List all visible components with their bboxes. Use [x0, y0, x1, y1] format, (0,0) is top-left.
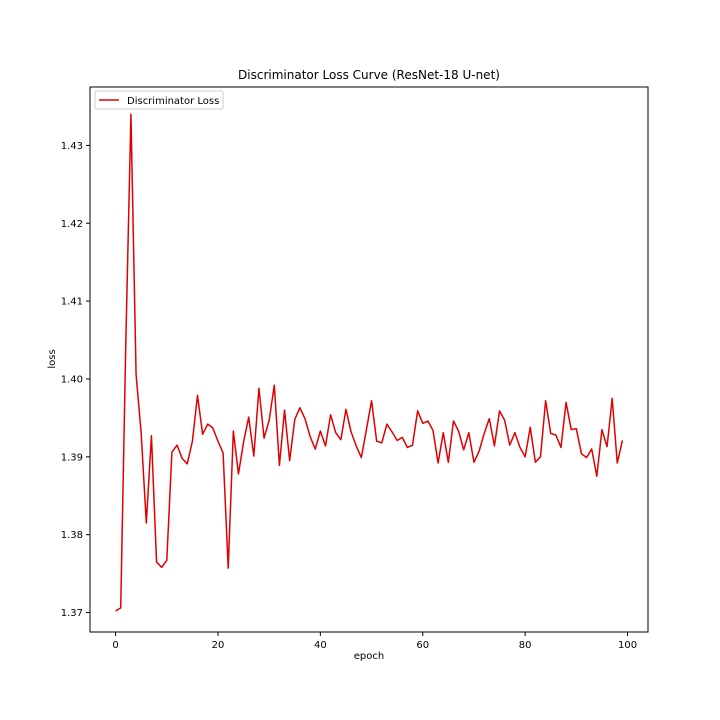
y-axis: 1.37 1.38 1.39 1.40 1.41 1.42 1.43 — [61, 141, 90, 619]
x-tick-label: 100 — [618, 640, 637, 651]
y-tick-label: 1.41 — [61, 297, 83, 308]
legend-box — [94, 90, 224, 110]
series-line-discriminator-loss — [115, 113, 624, 612]
x-tick-label: 0 — [112, 640, 118, 651]
y-tick-label: 1.40 — [61, 374, 83, 385]
x-axis-label: epoch — [354, 651, 384, 662]
y-tick-label: 1.37 — [61, 608, 83, 619]
x-tick-label: 80 — [519, 640, 532, 651]
x-tick-label: 40 — [314, 640, 327, 651]
plot-area-frame — [89, 86, 649, 633]
legend-label-discriminator-loss: Discriminator Loss — [127, 96, 219, 107]
x-tick-label: 20 — [212, 640, 225, 651]
y-tick-label: 1.42 — [61, 219, 83, 230]
y-axis-label: loss — [47, 349, 58, 368]
y-tick-label: 1.38 — [61, 530, 83, 541]
legend: Discriminator Loss — [94, 90, 224, 110]
chart-title: Discriminator Loss Curve (ResNet-18 U-ne… — [238, 68, 500, 82]
y-tick-label: 1.39 — [61, 452, 83, 463]
x-tick-label: 60 — [416, 640, 429, 651]
y-tick-label: 1.43 — [61, 141, 83, 152]
x-axis: 0 20 40 60 80 100 — [112, 632, 637, 651]
